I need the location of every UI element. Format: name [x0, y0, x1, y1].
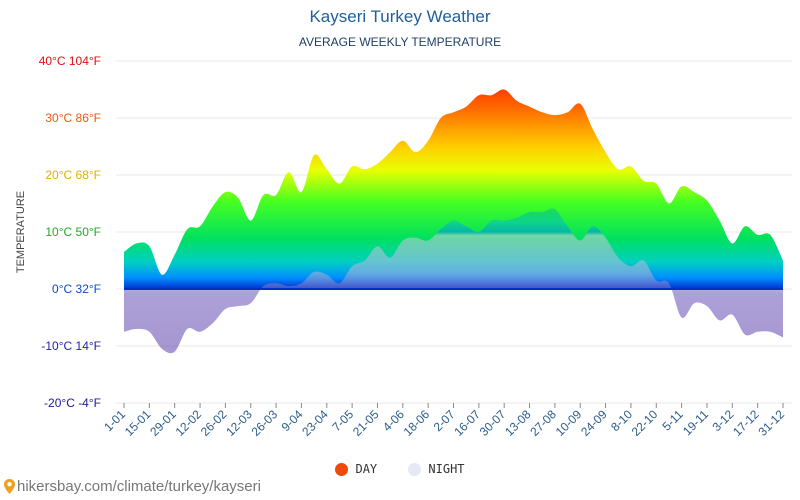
x-tick-label: 18-06 — [401, 407, 433, 439]
night-dot-icon — [408, 462, 422, 476]
legend-item-night[interactable]: NIGHT — [408, 462, 465, 476]
y-tick-label: 10°C 50°F — [45, 225, 101, 239]
y-tick-label: -20°C -4°F — [44, 396, 101, 410]
x-tick-label: 24-09 — [578, 407, 610, 439]
y-tick-label: 20°C 68°F — [45, 168, 101, 182]
chart-legend: DAY NIGHT — [0, 462, 800, 479]
day-dot-icon — [335, 462, 349, 476]
chart-subtitle: AVERAGE WEEKLY TEMPERATURE — [298, 35, 502, 49]
x-tick-label: 30-07 — [477, 407, 509, 439]
y-tick-label: 40°C 104°F — [39, 54, 101, 68]
x-tick-label: 29-01 — [147, 407, 179, 439]
x-tick-label: 21-05 — [350, 407, 382, 439]
y-tick-label: 0°C 32°F — [52, 282, 101, 296]
legend-item-day[interactable]: DAY — [335, 462, 377, 476]
location-pin-icon — [4, 479, 15, 494]
legend-day-label: DAY — [355, 462, 378, 476]
night-temperature-area — [124, 208, 783, 354]
chart-title: Kayseri Turkey Weather — [309, 7, 491, 26]
x-tick-label: 12-02 — [173, 407, 205, 439]
source-link[interactable]: hikersbay.com/climate/turkey/kayseri — [4, 478, 261, 495]
x-tick-label: 12-03 — [223, 407, 255, 439]
x-tick-label: 16-07 — [451, 407, 483, 439]
x-tick-label: 17-12 — [730, 407, 762, 439]
day-temperature-area — [124, 89, 783, 290]
legend-night-label: NIGHT — [428, 462, 465, 476]
x-tick-label: 26-03 — [249, 407, 281, 439]
x-tick-label: 15-01 — [122, 407, 154, 439]
y-tick-label: 30°C 86°F — [45, 111, 101, 125]
x-tick-label: 31-12 — [756, 407, 788, 439]
x-tick-label: 19-11 — [680, 407, 711, 438]
x-tick-label: 10-09 — [553, 407, 585, 439]
x-tick-label: 27-08 — [527, 407, 559, 439]
x-tick-label: 23-04 — [299, 407, 331, 439]
x-tick-label: 26-02 — [198, 407, 230, 439]
x-tick-label: 13-08 — [502, 407, 534, 439]
y-axis-title: TEMPERATURE — [15, 191, 27, 273]
y-tick-label: -10°C 14°F — [41, 339, 101, 353]
x-tick-label: 22-10 — [629, 407, 661, 439]
source-url: hikersbay.com/climate/turkey/kayseri — [17, 478, 261, 495]
